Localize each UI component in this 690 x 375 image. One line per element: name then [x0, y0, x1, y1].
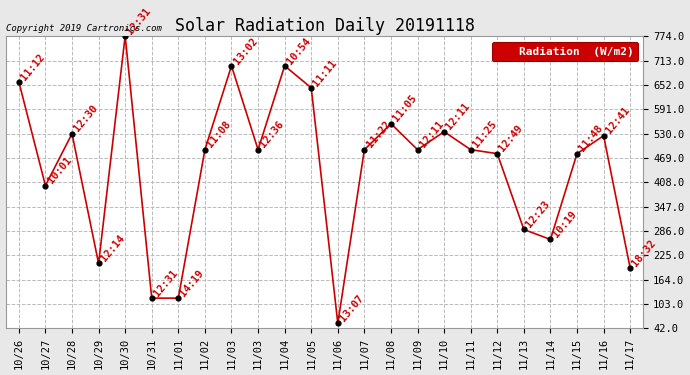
Text: 11:11: 11:11: [311, 57, 339, 88]
Point: [598, 133, 609, 139]
Point: [439, 129, 450, 135]
Point: [624, 265, 635, 271]
Point: [545, 237, 556, 243]
Text: 12:14: 12:14: [99, 233, 126, 263]
Point: [359, 147, 370, 153]
Point: [66, 131, 77, 137]
Text: 11:05: 11:05: [391, 93, 419, 124]
Text: 12:11: 12:11: [417, 119, 445, 150]
Point: [386, 121, 397, 127]
Text: 13:07: 13:07: [338, 293, 366, 323]
Text: Copyright 2019 Cartronics.com: Copyright 2019 Cartronics.com: [6, 24, 161, 33]
Point: [199, 147, 210, 153]
Text: 14:19: 14:19: [178, 268, 206, 298]
Text: 10:01: 10:01: [46, 155, 73, 186]
Point: [279, 63, 290, 69]
Point: [93, 260, 104, 266]
Text: 12:41: 12:41: [604, 105, 631, 136]
Legend: Radiation  (W/m2): Radiation (W/m2): [492, 42, 638, 61]
Point: [465, 147, 476, 153]
Point: [119, 33, 130, 39]
Point: [518, 226, 529, 232]
Point: [253, 147, 264, 153]
Point: [571, 151, 582, 157]
Text: 10:54: 10:54: [285, 36, 313, 66]
Text: 10:19: 10:19: [551, 209, 578, 240]
Point: [13, 79, 24, 85]
Point: [412, 147, 423, 153]
Text: 12:31: 12:31: [125, 6, 153, 36]
Text: 12:31: 12:31: [152, 268, 179, 298]
Text: 18:32: 18:32: [630, 238, 658, 268]
Text: 12:36: 12:36: [258, 119, 286, 150]
Point: [172, 295, 184, 301]
Point: [40, 183, 51, 189]
Text: 12:23: 12:23: [524, 199, 551, 230]
Text: 11:25: 11:25: [471, 119, 498, 150]
Text: 11:22: 11:22: [364, 119, 392, 150]
Title: Solar Radiation Daily 20191118: Solar Radiation Daily 20191118: [175, 17, 475, 35]
Point: [333, 320, 344, 326]
Point: [146, 295, 157, 301]
Point: [492, 151, 503, 157]
Text: 12:11: 12:11: [444, 101, 472, 132]
Text: 11:48: 11:48: [577, 123, 604, 154]
Text: 12:30: 12:30: [72, 104, 100, 134]
Point: [226, 63, 237, 69]
Text: 12:49: 12:49: [497, 123, 525, 154]
Point: [306, 85, 317, 91]
Text: 11:12: 11:12: [19, 51, 47, 82]
Text: 11:08: 11:08: [205, 119, 233, 150]
Text: 13:02: 13:02: [231, 36, 259, 66]
